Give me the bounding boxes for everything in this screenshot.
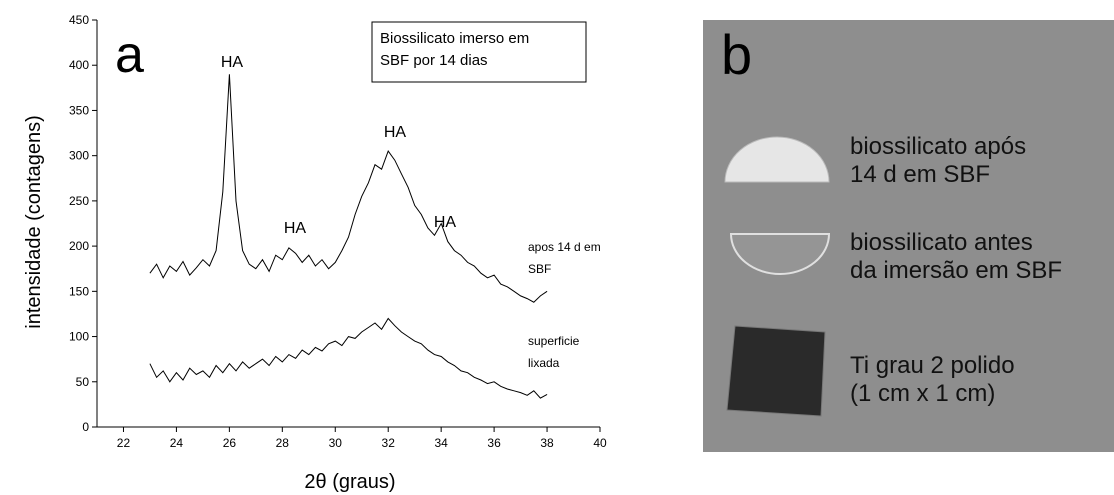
y-tick-label: 100 bbox=[69, 330, 89, 344]
y-tick-label: 300 bbox=[69, 149, 89, 163]
x-tick-label: 36 bbox=[487, 436, 501, 450]
y-tick-label: 150 bbox=[69, 284, 89, 298]
y-tick-label: 400 bbox=[69, 58, 89, 72]
photo-objects bbox=[724, 136, 831, 417]
series-label: superficie lixada bbox=[528, 334, 580, 370]
caption: Ti grau 2 polido (1 cm x 1 cm) bbox=[850, 352, 1015, 408]
caption: biossilicato após 14 d em SBF bbox=[850, 133, 1026, 189]
caption: biossilicato antes da imersão em SBF bbox=[850, 229, 1062, 285]
x-tick-label: 30 bbox=[329, 436, 343, 450]
x-tick-label: 38 bbox=[540, 436, 554, 450]
annotation: HA bbox=[221, 54, 244, 71]
legend-line: Biossilicato imerso em bbox=[380, 30, 530, 47]
sample-ti bbox=[726, 325, 826, 417]
y-axis-label: intensidade (contagens) bbox=[23, 115, 45, 328]
photo-label: b bbox=[721, 23, 753, 86]
y-tick-label: 350 bbox=[69, 103, 89, 117]
x-tick-label: 28 bbox=[276, 436, 290, 450]
legend-line: SBF por 14 dias bbox=[380, 52, 488, 69]
photo: b biossilicato após 14 d em SBF biossili… bbox=[703, 20, 1114, 452]
y-tick-label: 50 bbox=[76, 375, 90, 389]
x-tick-label: 34 bbox=[434, 436, 448, 450]
caption-line: 14 d em SBF bbox=[850, 161, 991, 188]
chart: a 2θ (graus) intensidade (contagens) 0 50… bbox=[23, 13, 607, 493]
legend-box bbox=[371, 21, 587, 83]
y-tick-label: 200 bbox=[69, 239, 89, 253]
caption-line: biossilicato após bbox=[850, 133, 1027, 160]
sample-glass bbox=[729, 233, 831, 275]
annotation: HA bbox=[284, 220, 307, 237]
y-tick-label: 0 bbox=[82, 420, 89, 434]
caption-line: da imersão em SBF bbox=[850, 257, 1063, 284]
data-line bbox=[149, 74, 548, 303]
series-label: apos 14 d em SBF bbox=[528, 240, 601, 276]
y-tick-label: 250 bbox=[69, 194, 89, 208]
x-axis-label: 2θ (graus) bbox=[304, 471, 395, 493]
x-tick-label: 22 bbox=[117, 436, 131, 450]
legend-text: Biossilicato imerso em SBF por 14 dias bbox=[380, 28, 529, 72]
y-tick-label: 450 bbox=[69, 13, 89, 27]
x-tick-label: 26 bbox=[223, 436, 237, 450]
annotation: HA bbox=[384, 124, 407, 141]
x-tick-label: 24 bbox=[170, 436, 184, 450]
caption-line: (1 cm x 1 cm) bbox=[850, 380, 996, 407]
caption-line: Ti grau 2 polido bbox=[850, 352, 1015, 379]
caption-line: biossilicato antes bbox=[850, 229, 1033, 256]
panel-label: a bbox=[115, 26, 144, 84]
data-line bbox=[149, 317, 548, 399]
sample-coated bbox=[724, 136, 830, 183]
annotation: HA bbox=[434, 214, 457, 231]
x-tick-label: 40 bbox=[593, 436, 607, 450]
x-tick-label: 32 bbox=[382, 436, 396, 450]
